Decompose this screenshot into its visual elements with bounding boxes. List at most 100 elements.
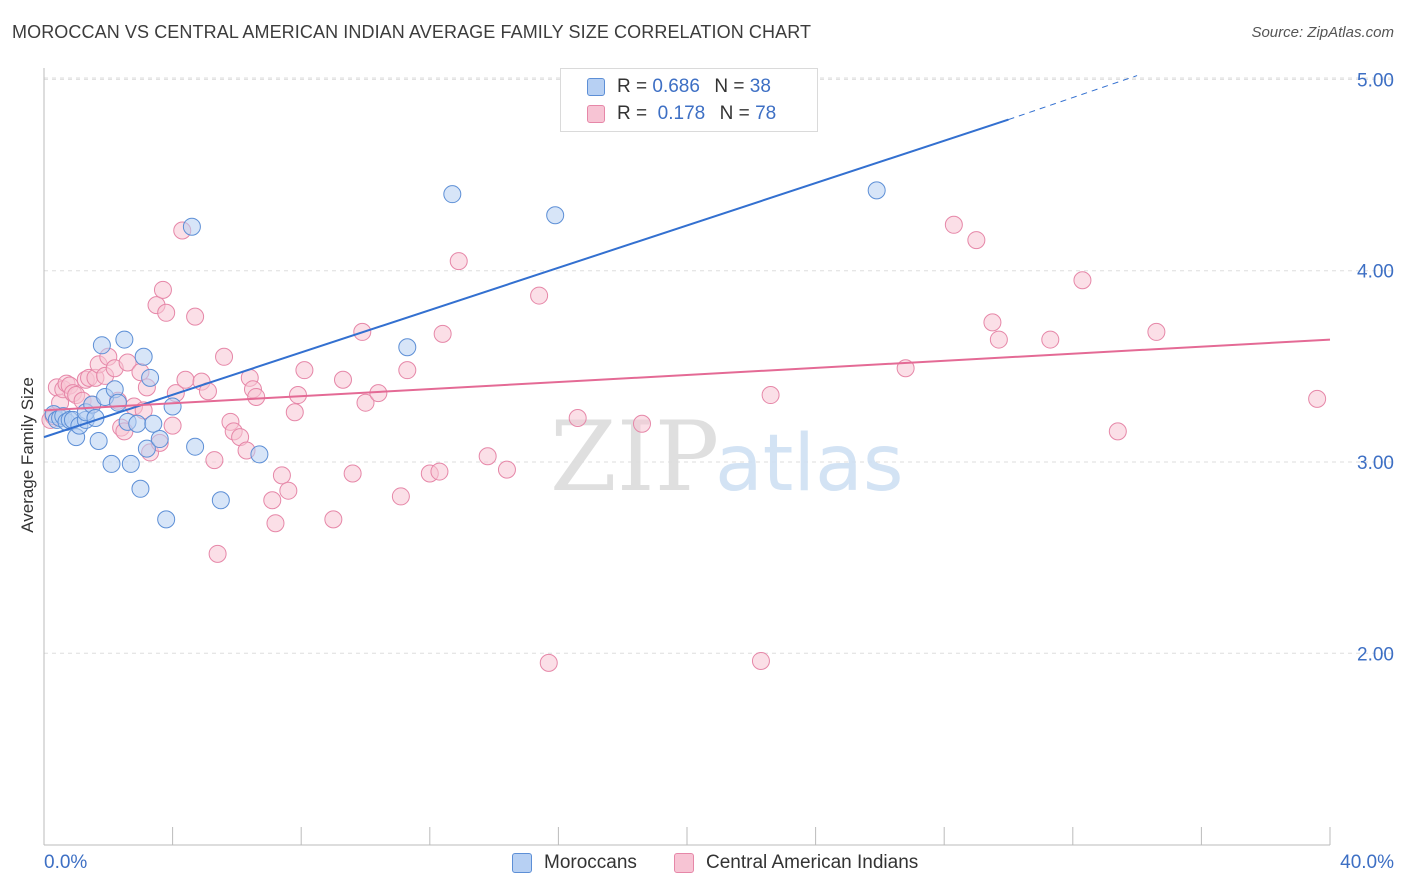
y-tick-label: 5.00 bbox=[1357, 70, 1394, 91]
data-point-central-american-indians bbox=[263, 491, 282, 510]
legend-swatch-moroccans bbox=[587, 78, 605, 96]
data-point-central-american-indians bbox=[118, 353, 137, 372]
data-point-central-american-indians bbox=[751, 651, 770, 670]
data-point-moroccans bbox=[157, 510, 176, 529]
data-point-central-american-indians bbox=[430, 462, 449, 481]
data-point-central-american-indians bbox=[568, 409, 587, 428]
bottom-legend-swatch-central-american-indians bbox=[674, 853, 694, 873]
trend-line-moroccans bbox=[43, 118, 1009, 439]
data-point-central-american-indians bbox=[967, 231, 986, 250]
y-axis-label: Average Family Size bbox=[18, 377, 37, 533]
data-point-moroccans bbox=[150, 430, 169, 449]
data-point-central-american-indians bbox=[279, 481, 298, 500]
trend-line-central-american-indians bbox=[43, 338, 1331, 412]
data-point-central-american-indians bbox=[1108, 422, 1127, 441]
watermark-atlas: atlas bbox=[715, 419, 904, 509]
y-tick-label: 3.00 bbox=[1357, 453, 1394, 474]
data-point-central-american-indians bbox=[163, 416, 182, 435]
data-point-moroccans bbox=[398, 338, 417, 357]
data-point-central-american-indians bbox=[1308, 389, 1327, 408]
data-point-moroccans bbox=[211, 491, 230, 510]
data-point-moroccans bbox=[121, 454, 140, 473]
gridlines bbox=[44, 77, 1394, 654]
x-tick-label-min: 0.0% bbox=[44, 852, 88, 873]
data-point-central-american-indians bbox=[761, 386, 780, 405]
data-point-central-american-indians bbox=[391, 487, 410, 506]
data-point-central-american-indians bbox=[272, 466, 291, 485]
data-point-moroccans bbox=[182, 217, 201, 236]
axes bbox=[43, 68, 1331, 846]
legend-swatch-central-american-indians bbox=[587, 105, 605, 123]
data-point-central-american-indians bbox=[176, 370, 195, 389]
data-point-moroccans bbox=[137, 439, 156, 458]
data-point-central-american-indians bbox=[295, 361, 314, 380]
data-point-moroccans bbox=[128, 414, 147, 433]
y-tick-label: 4.00 bbox=[1357, 262, 1394, 283]
data-point-moroccans bbox=[108, 393, 127, 412]
data-point-central-american-indians bbox=[1147, 322, 1166, 341]
watermark: ZIP atlas bbox=[550, 401, 904, 513]
bottom-legend: Moroccans Central American Indians bbox=[0, 852, 1406, 878]
legend-n-value: 38 bbox=[749, 76, 771, 97]
source-label: Source: ZipAtlas.com bbox=[1251, 24, 1394, 41]
data-point-central-american-indians bbox=[449, 252, 468, 271]
data-point-central-american-indians bbox=[208, 544, 227, 563]
data-point-moroccans bbox=[163, 397, 182, 416]
data-point-moroccans bbox=[92, 336, 111, 355]
bottom-legend-central-american-indians: Central American Indians bbox=[674, 852, 918, 874]
legend-n-label: N = bbox=[719, 103, 750, 124]
data-point-moroccans bbox=[546, 206, 565, 225]
data-point-central-american-indians bbox=[1073, 271, 1092, 290]
data-point-moroccans bbox=[144, 414, 163, 433]
bottom-legend-label: Moroccans bbox=[544, 852, 637, 873]
data-point-central-american-indians bbox=[186, 307, 205, 326]
data-point-central-american-indians bbox=[989, 330, 1008, 349]
data-point-central-american-indians bbox=[285, 403, 304, 422]
data-point-moroccans bbox=[89, 431, 108, 450]
legend-r-value: 0.178 bbox=[657, 103, 706, 124]
data-point-moroccans bbox=[115, 330, 134, 349]
data-point-moroccans bbox=[141, 368, 160, 387]
data-point-moroccans bbox=[131, 479, 150, 498]
data-point-moroccans bbox=[867, 181, 886, 200]
data-point-moroccans bbox=[186, 437, 205, 456]
legend-row-central-american-indians: R = 0.178 N = 78 bbox=[587, 102, 776, 126]
data-point-central-american-indians bbox=[983, 313, 1002, 332]
data-point-central-american-indians bbox=[266, 514, 285, 533]
data-point-moroccans bbox=[134, 347, 153, 366]
data-point-central-american-indians bbox=[333, 370, 352, 389]
y-tick-label: 2.00 bbox=[1357, 644, 1394, 665]
legend-row-moroccans: R = 0.686 N = 38 bbox=[587, 75, 771, 99]
data-point-central-american-indians bbox=[478, 447, 497, 466]
legend-n-value: 78 bbox=[755, 103, 777, 124]
data-point-central-american-indians bbox=[247, 387, 266, 406]
legend-r-label: R = bbox=[617, 76, 648, 97]
trend-line-moroccans-extension bbox=[1008, 75, 1138, 121]
data-point-central-american-indians bbox=[205, 451, 224, 470]
legend: R = 0.686 N = 38 R = 0.178 N = 78 bbox=[560, 68, 818, 132]
trend-lines bbox=[43, 75, 1331, 439]
data-point-central-american-indians bbox=[153, 280, 172, 299]
legend-r-value: 0.686 bbox=[652, 76, 700, 97]
legend-n-label: N = bbox=[714, 76, 745, 97]
legend-r-label: R = bbox=[617, 103, 648, 124]
data-point-central-american-indians bbox=[1041, 330, 1060, 349]
bottom-legend-swatch-moroccans bbox=[512, 853, 532, 873]
series-central-american-indians bbox=[41, 83, 1327, 672]
bottom-legend-label: Central American Indians bbox=[706, 852, 919, 873]
chart-title: MOROCCAN VS CENTRAL AMERICAN INDIAN AVER… bbox=[12, 22, 812, 42]
bottom-legend-moroccans: Moroccans bbox=[512, 852, 637, 874]
data-point-central-american-indians bbox=[356, 393, 375, 412]
data-point-central-american-indians bbox=[433, 324, 452, 343]
data-point-central-american-indians bbox=[324, 510, 343, 529]
data-point-moroccans bbox=[250, 445, 269, 464]
data-point-central-american-indians bbox=[343, 464, 362, 483]
data-point-central-american-indians bbox=[215, 347, 234, 366]
data-point-central-american-indians bbox=[632, 414, 651, 433]
x-tick-label-max: 40.0% bbox=[1340, 852, 1394, 873]
data-point-central-american-indians bbox=[944, 215, 963, 234]
series-moroccans bbox=[44, 181, 886, 529]
data-point-moroccans bbox=[102, 454, 121, 473]
y-tick-labels: 2.00 3.00 4.00 5.00 bbox=[1357, 70, 1394, 665]
